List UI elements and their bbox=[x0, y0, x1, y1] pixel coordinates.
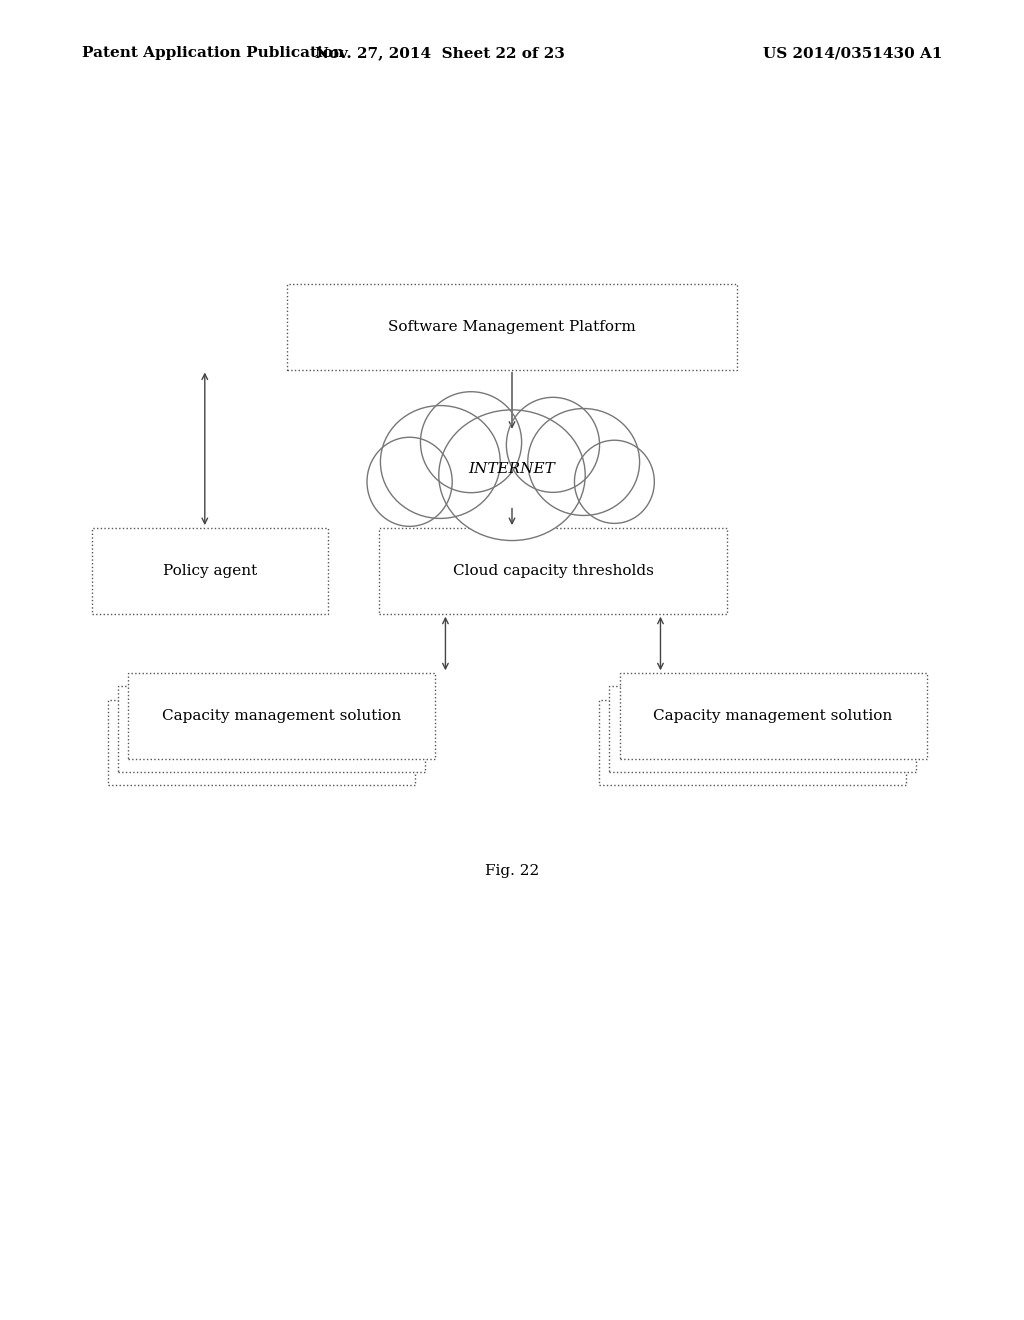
FancyBboxPatch shape bbox=[92, 528, 328, 614]
Text: INTERNET: INTERNET bbox=[469, 462, 555, 475]
FancyBboxPatch shape bbox=[128, 673, 435, 759]
Text: Cloud capacity thresholds: Cloud capacity thresholds bbox=[453, 564, 653, 578]
Ellipse shape bbox=[421, 392, 521, 492]
Text: Policy agent: Policy agent bbox=[163, 564, 257, 578]
Text: US 2014/0351430 A1: US 2014/0351430 A1 bbox=[763, 46, 942, 61]
Text: Nov. 27, 2014  Sheet 22 of 23: Nov. 27, 2014 Sheet 22 of 23 bbox=[315, 46, 565, 61]
FancyBboxPatch shape bbox=[287, 284, 737, 370]
FancyBboxPatch shape bbox=[599, 700, 906, 785]
Text: Fig. 22: Fig. 22 bbox=[485, 865, 539, 878]
Ellipse shape bbox=[438, 409, 586, 541]
Text: Capacity management solution: Capacity management solution bbox=[162, 709, 401, 723]
FancyBboxPatch shape bbox=[620, 673, 927, 759]
Ellipse shape bbox=[506, 397, 600, 492]
Text: Capacity management solution: Capacity management solution bbox=[653, 709, 893, 723]
Text: Patent Application Publication: Patent Application Publication bbox=[82, 46, 344, 61]
Ellipse shape bbox=[527, 409, 640, 516]
Ellipse shape bbox=[380, 405, 500, 519]
Text: Software Management Platform: Software Management Platform bbox=[388, 319, 636, 334]
FancyBboxPatch shape bbox=[379, 528, 727, 614]
Ellipse shape bbox=[574, 440, 654, 523]
FancyBboxPatch shape bbox=[108, 700, 415, 785]
FancyBboxPatch shape bbox=[609, 686, 916, 772]
Ellipse shape bbox=[367, 437, 453, 527]
FancyBboxPatch shape bbox=[118, 686, 425, 772]
